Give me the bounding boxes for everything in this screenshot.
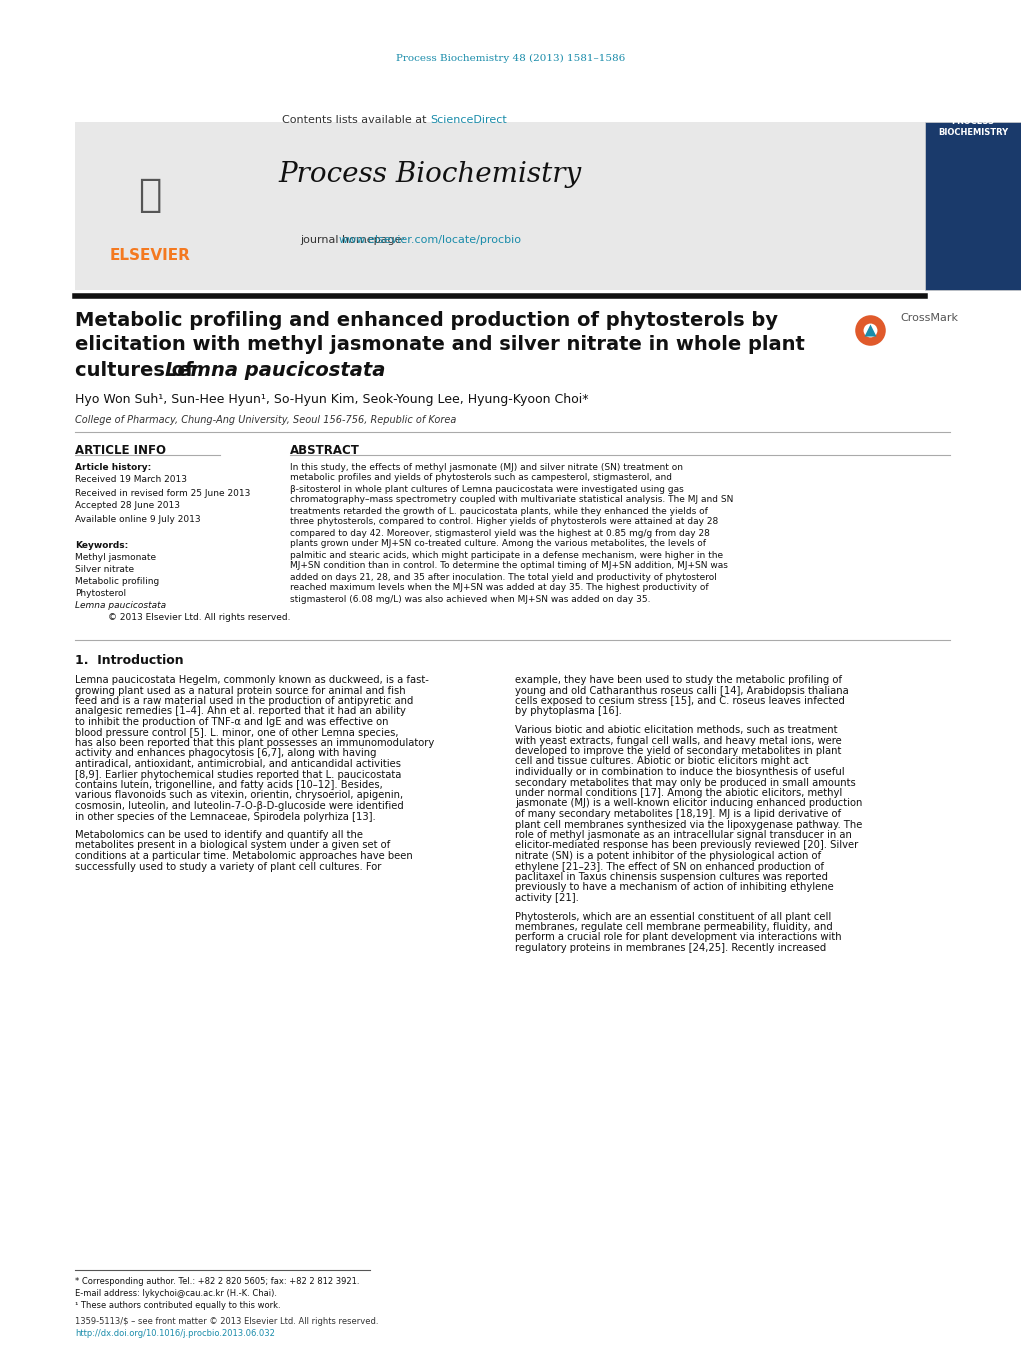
Text: Lemna paucicostata Hegelm, commonly known as duckweed, is a fast-: Lemna paucicostata Hegelm, commonly know… [75,676,429,685]
Text: analgesic remedies [1–4]. Ahn et al. reported that it had an ability: analgesic remedies [1–4]. Ahn et al. rep… [75,707,406,716]
Text: Hyo Won Suh¹, Sun-Hee Hyun¹, So-Hyun Kim, Seok-Young Lee, Hyung-Kyoon Choi*: Hyo Won Suh¹, Sun-Hee Hyun¹, So-Hyun Kim… [75,393,588,407]
Text: Received in revised form 25 June 2013: Received in revised form 25 June 2013 [75,489,250,497]
Text: individually or in combination to induce the biosynthesis of useful: individually or in combination to induce… [515,767,844,777]
Text: various flavonoids such as vitexin, orientin, chrysoeriol, apigenin,: various flavonoids such as vitexin, orie… [75,790,403,801]
Text: Available online 9 July 2013: Available online 9 July 2013 [75,515,200,523]
Text: Article history:: Article history: [75,462,151,471]
Text: [8,9]. Earlier phytochemical studies reported that L. paucicostata: [8,9]. Earlier phytochemical studies rep… [75,770,401,780]
Text: Silver nitrate: Silver nitrate [75,566,134,574]
Text: College of Pharmacy, Chung-Ang University, Seoul 156-756, Republic of Korea: College of Pharmacy, Chung-Ang Universit… [75,415,456,426]
Text: cultures of: cultures of [75,361,200,380]
Text: palmitic and stearic acids, which might participate in a defense mechanism, were: palmitic and stearic acids, which might … [290,550,723,559]
Text: © 2013 Elsevier Ltd. All rights reserved.: © 2013 Elsevier Ltd. All rights reserved… [107,613,290,623]
Text: In this study, the effects of methyl jasmonate (MJ) and silver nitrate (SN) trea: In this study, the effects of methyl jas… [290,462,683,471]
Text: with yeast extracts, fungal cell walls, and heavy metal ions, were: with yeast extracts, fungal cell walls, … [515,735,841,746]
Text: ABSTRACT: ABSTRACT [290,443,359,457]
Text: jasmonate (MJ) is a well-known elicitor inducing enhanced production: jasmonate (MJ) is a well-known elicitor … [515,798,863,808]
Text: http://dx.doi.org/10.1016/j.procbio.2013.06.032: http://dx.doi.org/10.1016/j.procbio.2013… [75,1329,275,1339]
Text: by phytoplasma [16].: by phytoplasma [16]. [515,707,622,716]
Text: ¹ These authors contributed equally to this work.: ¹ These authors contributed equally to t… [75,1301,281,1310]
Text: antiradical, antioxidant, antimicrobial, and anticandidal activities: antiradical, antioxidant, antimicrobial,… [75,759,401,769]
Text: treatments retarded the growth of L. paucicostata plants, while they enhanced th: treatments retarded the growth of L. pau… [290,507,708,516]
Text: to inhibit the production of TNF-α and IgE and was effective on: to inhibit the production of TNF-α and I… [75,717,389,727]
Text: Contents lists available at: Contents lists available at [282,115,430,126]
Text: young and old Catharanthus roseus calli [14], Arabidopsis thaliana: young and old Catharanthus roseus calli … [515,685,848,696]
Text: previously to have a mechanism of action of inhibiting ethylene: previously to have a mechanism of action… [515,882,834,893]
Text: compared to day 42. Moreover, stigmasterol yield was the highest at 0.85 mg/g fr: compared to day 42. Moreover, stigmaster… [290,528,710,538]
Text: plant cell membranes synthesized via the lipoxygenase pathway. The: plant cell membranes synthesized via the… [515,820,863,830]
Text: growing plant used as a natural protein source for animal and fish: growing plant used as a natural protein … [75,685,405,696]
Text: E-mail address: lykychoi@cau.ac.kr (H.-K. Chai).: E-mail address: lykychoi@cau.ac.kr (H.-K… [75,1289,277,1298]
Text: paclitaxel in Taxus chinensis suspension cultures was reported: paclitaxel in Taxus chinensis suspension… [515,871,828,882]
Text: successfully used to study a variety of plant cell cultures. For: successfully used to study a variety of … [75,862,382,871]
Text: Metabolic profiling and enhanced production of phytosterols by: Metabolic profiling and enhanced product… [75,311,778,330]
Text: conditions at a particular time. Metabolomic approaches have been: conditions at a particular time. Metabol… [75,851,412,861]
Text: membranes, regulate cell membrane permeability, fluidity, and: membranes, regulate cell membrane permea… [515,921,833,932]
Text: www.elsevier.com/locate/procbio: www.elsevier.com/locate/procbio [339,235,522,245]
Text: 🌳: 🌳 [138,176,161,213]
Text: ScienceDirect: ScienceDirect [430,115,506,126]
Text: contains lutein, trigonelline, and fatty acids [10–12]. Besides,: contains lutein, trigonelline, and fatty… [75,780,383,790]
Text: role of methyl jasmonate as an intracellular signal transducer in an: role of methyl jasmonate as an intracell… [515,830,852,840]
Text: Methyl jasmonate: Methyl jasmonate [75,554,156,562]
Text: elicitation with methyl jasmonate and silver nitrate in whole plant: elicitation with methyl jasmonate and si… [75,335,805,354]
Text: Phytosterol: Phytosterol [75,589,127,598]
Text: secondary metabolites that may only be produced in small amounts: secondary metabolites that may only be p… [515,777,856,788]
Text: activity [21].: activity [21]. [515,893,579,902]
Text: 1359-5113/$ – see front matter © 2013 Elsevier Ltd. All rights reserved.: 1359-5113/$ – see front matter © 2013 El… [75,1317,379,1327]
Text: activity and enhances phagocytosis [6,7], along with having: activity and enhances phagocytosis [6,7]… [75,748,377,758]
Text: Keywords:: Keywords: [75,540,129,550]
Text: cosmosin, luteolin, and luteolin-7-O-β-D-glucoside were identified: cosmosin, luteolin, and luteolin-7-O-β-D… [75,801,403,811]
Text: Process Biochemistry 48 (2013) 1581–1586: Process Biochemistry 48 (2013) 1581–1586 [396,54,626,62]
Text: Received 19 March 2013: Received 19 March 2013 [75,476,187,485]
Text: in other species of the Lemnaceae, Spirodela polyrhiza [13].: in other species of the Lemnaceae, Spiro… [75,812,376,821]
Text: Accepted 28 June 2013: Accepted 28 June 2013 [75,501,180,511]
Text: of many secondary metabolites [18,19]. MJ is a lipid derivative of: of many secondary metabolites [18,19]. M… [515,809,841,819]
Text: 1.  Introduction: 1. Introduction [75,654,184,666]
Text: β-sitosterol in whole plant cultures of Lemna paucicostata were investigated usi: β-sitosterol in whole plant cultures of … [290,485,684,493]
Text: plants grown under MJ+SN co-treated culture. Among the various metabolites, the : plants grown under MJ+SN co-treated cult… [290,539,706,549]
Text: Lemna paucicostata: Lemna paucicostata [75,601,166,611]
Text: Metabolic profiling: Metabolic profiling [75,577,159,586]
Text: ethylene [21–23]. The effect of SN on enhanced production of: ethylene [21–23]. The effect of SN on en… [515,862,824,871]
Text: reached maximum levels when the MJ+SN was added at day 35. The highest productiv: reached maximum levels when the MJ+SN wa… [290,584,709,593]
Text: Phytosterols, which are an essential constituent of all plant cell: Phytosterols, which are an essential con… [515,912,831,921]
Text: metabolites present in a biological system under a given set of: metabolites present in a biological syst… [75,840,390,851]
Text: stigmasterol (6.08 mg/L) was also achieved when MJ+SN was added on day 35.: stigmasterol (6.08 mg/L) was also achiev… [290,594,650,604]
Text: ARTICLE INFO: ARTICLE INFO [75,443,166,457]
FancyBboxPatch shape [75,122,925,290]
Text: chromatography–mass spectrometry coupled with multivariate statistical analysis.: chromatography–mass spectrometry coupled… [290,496,733,504]
Text: metabolic profiles and yields of phytosterols such as campesterol, stigmasterol,: metabolic profiles and yields of phytost… [290,473,672,482]
Text: developed to improve the yield of secondary metabolites in plant: developed to improve the yield of second… [515,746,841,757]
Text: Various biotic and abiotic elicitation methods, such as treatment: Various biotic and abiotic elicitation m… [515,725,837,735]
Text: example, they have been used to study the metabolic profiling of: example, they have been used to study th… [515,676,842,685]
Text: ELSEVIER: ELSEVIER [109,249,191,263]
Text: regulatory proteins in membranes [24,25]. Recently increased: regulatory proteins in membranes [24,25]… [515,943,826,952]
Text: under normal conditions [17]. Among the abiotic elicitors, methyl: under normal conditions [17]. Among the … [515,788,842,798]
Text: cells exposed to cesium stress [15], and C. roseus leaves infected: cells exposed to cesium stress [15], and… [515,696,844,707]
Text: feed and is a raw material used in the production of antipyretic and: feed and is a raw material used in the p… [75,696,414,707]
Text: Lemna paucicostata: Lemna paucicostata [165,361,385,380]
Text: cell and tissue cultures. Abiotic or biotic elicitors might act: cell and tissue cultures. Abiotic or bio… [515,757,809,766]
Text: nitrate (SN) is a potent inhibitor of the physiological action of: nitrate (SN) is a potent inhibitor of th… [515,851,821,861]
Text: PROCESS
BIOCHEMISTRY: PROCESS BIOCHEMISTRY [938,118,1008,136]
Text: three phytosterols, compared to control. Higher yields of phytosterols were atta: three phytosterols, compared to control.… [290,517,718,527]
Text: perform a crucial role for plant development via interactions with: perform a crucial role for plant develop… [515,932,841,943]
Text: blood pressure control [5]. L. minor, one of other Lemna species,: blood pressure control [5]. L. minor, on… [75,727,398,738]
FancyBboxPatch shape [75,122,225,290]
Text: Metabolomics can be used to identify and quantify all the: Metabolomics can be used to identify and… [75,830,363,840]
Text: MJ+SN condition than in control. To determine the optimal timing of MJ+SN additi: MJ+SN condition than in control. To dete… [290,562,728,570]
Text: Process Biochemistry: Process Biochemistry [279,162,582,189]
Text: has also been reported that this plant possesses an immunomodulatory: has also been reported that this plant p… [75,738,434,748]
Text: journal homepage:: journal homepage: [300,235,408,245]
Bar [925,122,1021,290]
Text: * Corresponding author. Tel.: +82 2 820 5605; fax: +82 2 812 3921.: * Corresponding author. Tel.: +82 2 820 … [75,1278,359,1286]
Text: elicitor-mediated response has been previously reviewed [20]. Silver: elicitor-mediated response has been prev… [515,840,859,851]
Text: added on days 21, 28, and 35 after inoculation. The total yield and productivity: added on days 21, 28, and 35 after inocu… [290,573,717,581]
Text: CrossMark: CrossMark [900,313,958,323]
